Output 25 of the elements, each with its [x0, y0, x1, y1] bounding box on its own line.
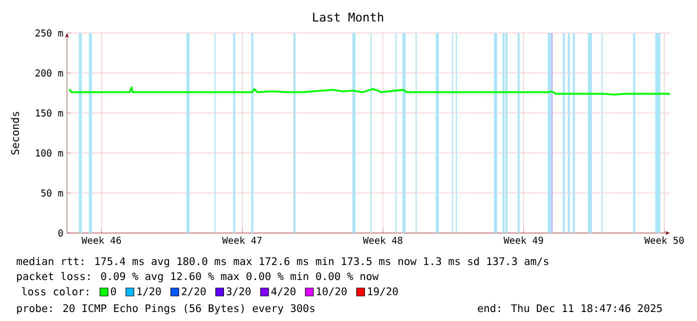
legend-label: 3/20	[226, 287, 251, 296]
x-tick-label: Week 46	[82, 236, 121, 244]
y-axis-title: Seconds	[10, 112, 20, 154]
legend-label: 1/20	[137, 287, 161, 296]
x-tick-label: Week 50	[644, 236, 684, 244]
x-tick-label: Week 49	[504, 236, 543, 244]
x-tick-label: Week 47	[222, 236, 262, 244]
y-tick-label: 200 m	[36, 69, 64, 77]
text: probe: 20 ICMP Echo Pings (56 Bytes) every 300s	[17, 304, 314, 314]
legend-label: 2/20	[182, 287, 206, 296]
text: packet loss: 0.09 % avg 12.60 % max 0.00 % min 0.00 % now	[17, 272, 379, 282]
chart-title: Last Month	[313, 12, 384, 22]
legend-title: loss color:	[22, 287, 88, 296]
y-tick-label: 50 m	[41, 189, 64, 197]
y-tick-label: 0	[58, 229, 63, 237]
legend-label: 4/20	[271, 287, 296, 296]
y-tick-label: 100 m	[36, 149, 64, 157]
legend-label: 0	[110, 287, 116, 296]
x-tick-label: Week 48	[362, 236, 402, 244]
y-tick-label: 250 m	[36, 29, 64, 37]
legend-label: 10/20	[316, 287, 347, 296]
text: end: Thu Dec 11 18:47:46 2025	[478, 304, 662, 312]
text: median rtt: 175.4 ms avg 180.0 ms max 172.6 ms min 173.5 ms now 1.3 ms sd 137.3 am/s	[16, 257, 548, 268]
legend-label: 19/20	[368, 287, 398, 296]
y-tick-label: 150 m	[36, 109, 64, 117]
